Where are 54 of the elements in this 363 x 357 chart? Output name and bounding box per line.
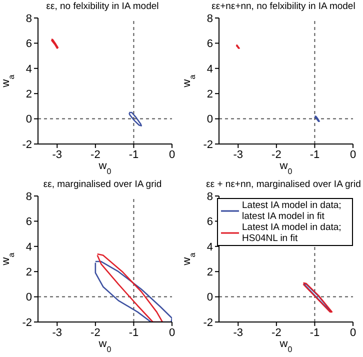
y-tick-label: -2 — [22, 316, 32, 329]
x-tick-label: 0 — [350, 326, 356, 339]
legend-label: Latest IA model in data; latest IA model in fit — [242, 200, 342, 222]
y-tick-label: 0 — [26, 292, 32, 304]
y-tick-label: 0 — [206, 292, 213, 304]
x-tick-label: -2 — [90, 326, 100, 339]
y-tick-label: 8 — [26, 12, 32, 25]
chart-title: εε + nε+nn, marginalised over IA grid — [205, 178, 362, 192]
y-tick-label: 6 — [26, 38, 32, 50]
x-tick-label: -1 — [310, 148, 320, 161]
x-tick-label: -1 — [310, 326, 320, 339]
x-tick-label: -2 — [272, 326, 282, 339]
y-tick-label: 4 — [26, 63, 32, 76]
x-axis-title: w$_{0}$ — [278, 338, 293, 354]
y-tick-label: 8 — [26, 190, 32, 203]
x-tick-label: 0 — [168, 148, 176, 161]
x-tick-label: -2 — [90, 148, 100, 161]
y-tick-label: 6 — [26, 216, 32, 228]
y-tick-label: -2 — [203, 138, 213, 151]
y-tick-label: 0 — [206, 114, 213, 126]
y-tick-label: 4 — [26, 241, 32, 254]
y-tick-label: 2 — [206, 88, 213, 101]
y-tick-label: 4 — [206, 63, 213, 76]
y-tick-label: -2 — [22, 138, 32, 151]
x-tick-label: -2 — [272, 148, 282, 161]
x-axis-title: w$_{0}$ — [98, 160, 112, 176]
legend-label: Latest IA model in data; HS04NL in fit — [242, 222, 342, 244]
x-tick-label: -3 — [233, 148, 244, 161]
x-tick-label: 0 — [168, 326, 176, 339]
x-tick-label: -1 — [128, 326, 139, 339]
line-series — [128, 112, 142, 126]
y-tick-label: 6 — [206, 38, 213, 50]
x-tick-label: -3 — [52, 148, 62, 161]
y-tick-label: 2 — [206, 266, 213, 279]
line-series — [96, 253, 164, 322]
chart-title: εε, marginalised over IA grid — [42, 178, 163, 192]
x-axis-title: w$_{0}$ — [278, 160, 293, 176]
y-tick-label: 8 — [206, 190, 213, 203]
line-series — [94, 260, 172, 322]
y-tick-label: 2 — [26, 266, 32, 279]
y-tick-label: 4 — [206, 241, 213, 254]
y-tick-label: 2 — [26, 88, 32, 101]
y-tick-label: 6 — [206, 216, 213, 228]
chart-title: εε, no felxibility in IA model — [45, 0, 160, 14]
y-tick-label: 8 — [206, 12, 213, 25]
line-series — [50, 38, 59, 49]
x-tick-label: -3 — [233, 326, 244, 339]
x-axis-title: w$_{0}$ — [98, 338, 112, 354]
y-tick-label: 0 — [26, 114, 32, 126]
chart-title: εε+nε+nn, no felxibility in IA model — [210, 0, 356, 14]
x-tick-label: 0 — [350, 148, 356, 161]
x-tick-label: -3 — [52, 326, 62, 339]
x-tick-label: -1 — [128, 148, 139, 161]
y-tick-label: -2 — [203, 316, 213, 329]
